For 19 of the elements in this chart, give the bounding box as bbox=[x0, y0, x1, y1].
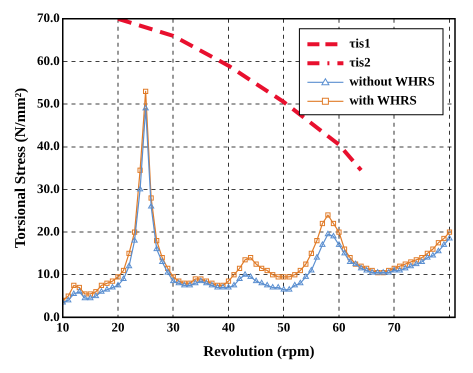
legend-label: with WHRS bbox=[349, 92, 417, 108]
x-tick-label: 30 bbox=[166, 320, 180, 335]
legend-label: τis1 bbox=[349, 36, 371, 51]
y-tick-label: 30.0 bbox=[37, 180, 60, 196]
x-axis-title: Revolution (rpm) bbox=[203, 344, 314, 360]
legend-label: without WHRS bbox=[349, 74, 435, 89]
y-axis-title: Torsional Stress (N/mm²) bbox=[12, 88, 29, 248]
x-tick-label: 40 bbox=[222, 320, 235, 335]
x-tick-label: 20 bbox=[111, 320, 124, 335]
x-tick-label: 50 bbox=[277, 320, 290, 335]
x-tick-label: 60 bbox=[332, 320, 346, 335]
y-tick-label: 50.0 bbox=[37, 95, 60, 110]
y-tick-label: 70.0 bbox=[37, 10, 60, 26]
x-tick-label: 70 bbox=[388, 320, 401, 335]
y-tick-label: 10.0 bbox=[37, 266, 60, 282]
legend-label: τis2 bbox=[349, 54, 371, 70]
y-tick-label: 60.0 bbox=[37, 52, 60, 68]
y-tick-label: 20.0 bbox=[37, 223, 60, 238]
y-tick-label: 40.0 bbox=[37, 138, 60, 154]
